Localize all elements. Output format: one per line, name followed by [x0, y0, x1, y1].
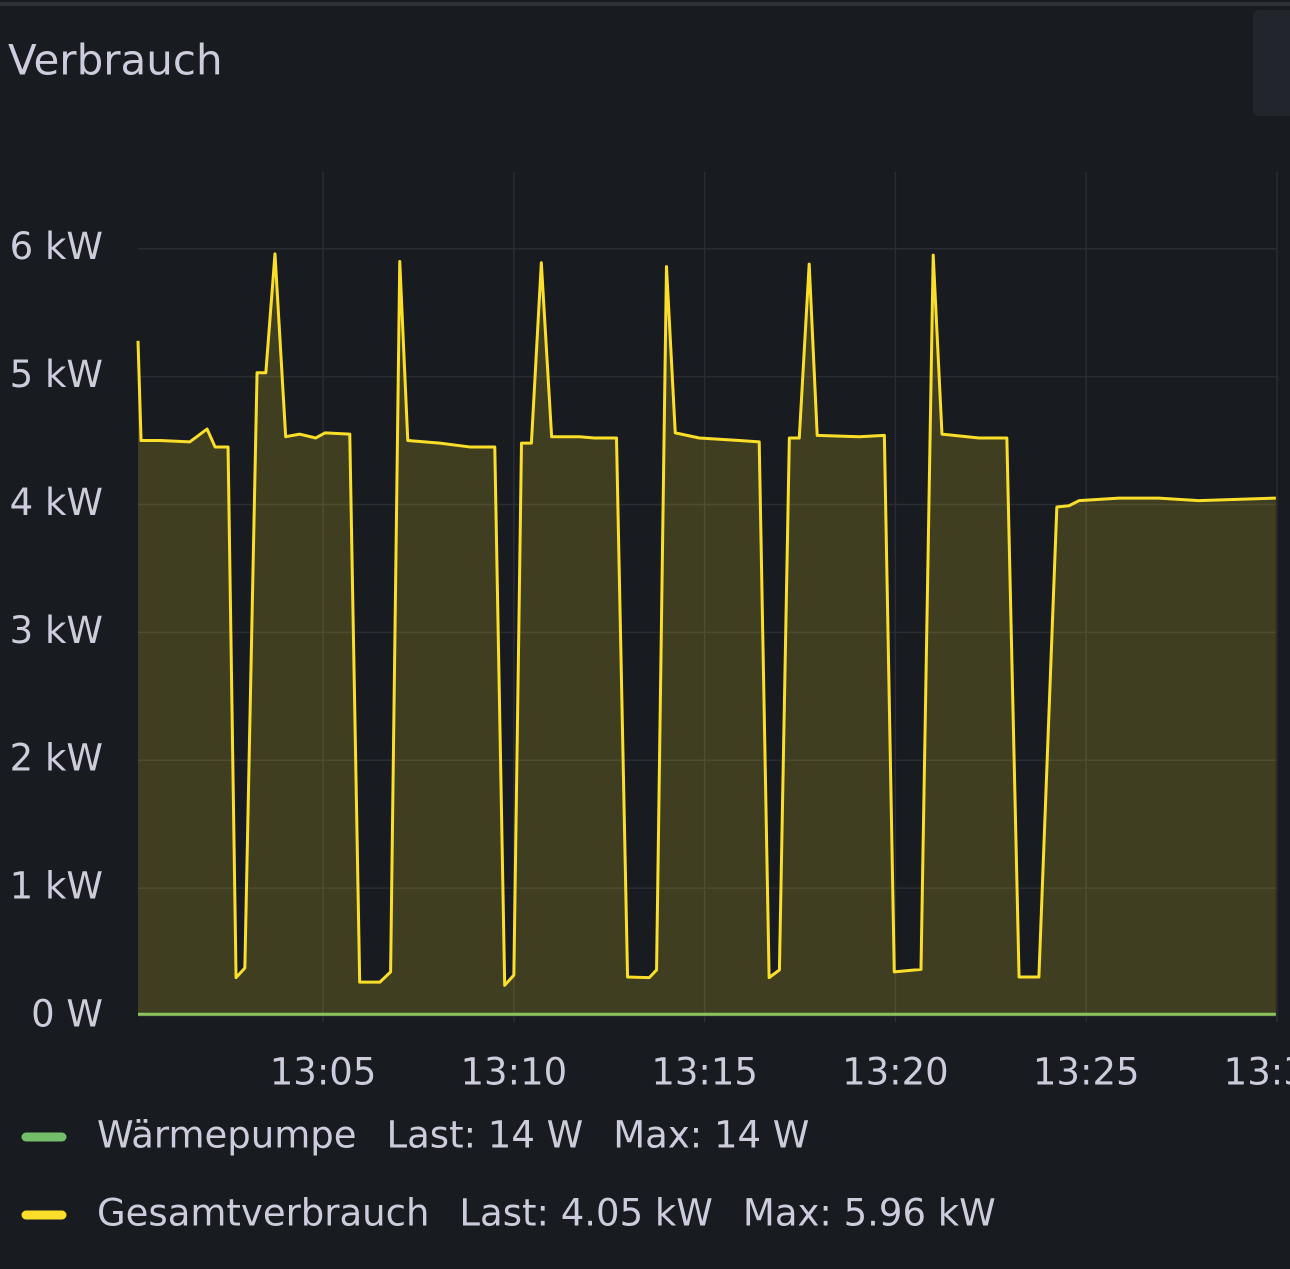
y-tick-label: 1 kW — [10, 865, 103, 908]
legend-label: Wärmepumpe — [97, 1114, 357, 1157]
x-tick-label: 13:30 — [1224, 1051, 1290, 1094]
x-tick-label: 13:10 — [461, 1051, 568, 1094]
y-tick-label: 2 kW — [10, 737, 103, 780]
menu-button[interactable] — [1253, 10, 1290, 116]
chart-title: Verbrauch — [8, 36, 223, 85]
legend-stat: Max: 5.96 kW — [743, 1192, 996, 1235]
y-tick-label: 5 kW — [10, 353, 103, 396]
x-tick-label: 13:15 — [651, 1051, 758, 1094]
y-tick-label: 0 W — [31, 993, 103, 1036]
legend-stat: Max: 14 W — [613, 1114, 809, 1157]
legend-stat: Last: 14 W — [387, 1114, 584, 1157]
x-tick-label: 13:20 — [842, 1051, 949, 1094]
y-tick-label: 4 kW — [10, 481, 103, 524]
legend-label: Gesamtverbrauch — [97, 1192, 429, 1235]
area — [138, 253, 1276, 1017]
x-tick-label: 13:05 — [270, 1051, 377, 1094]
y-tick-label: 6 kW — [10, 225, 103, 268]
y-tick-label: 3 kW — [10, 609, 103, 652]
line — [136, 252, 1276, 987]
x-tick-label: 13:25 — [1033, 1051, 1140, 1094]
legend-stat: Last: 4.05 kW — [459, 1192, 712, 1235]
